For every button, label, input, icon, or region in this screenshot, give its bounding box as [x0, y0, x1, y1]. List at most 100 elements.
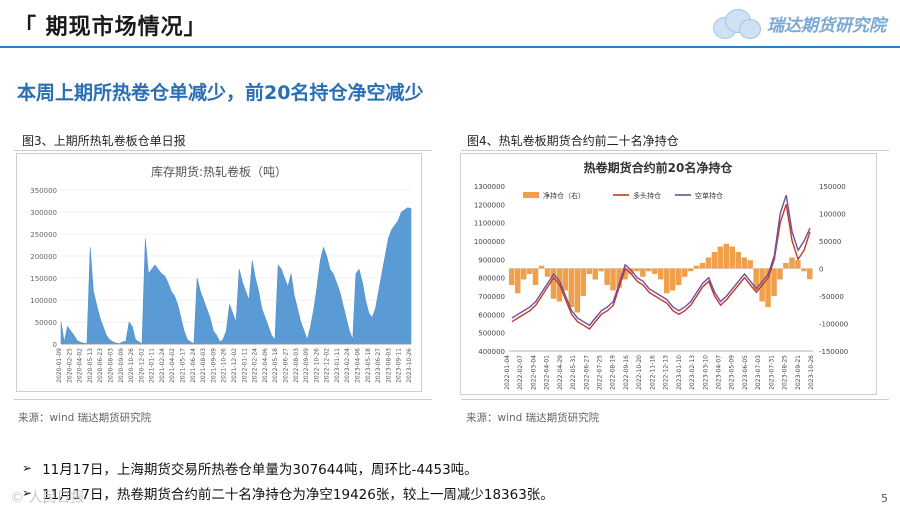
net-position-bar	[604, 268, 610, 285]
x-tick-label: 2021-09-09	[210, 348, 217, 383]
net-position-bar	[526, 268, 533, 274]
net-position-bar	[598, 268, 604, 272]
left-chart-container: 库存期货:热轧卷板（吨） 0 50000 100000 150000 200000 2500…	[16, 153, 422, 392]
x-tick-label: 2021-12-02	[231, 348, 238, 383]
x-tick-label: 2023-05-09	[729, 355, 736, 390]
y-left-tick-label: 1200000	[474, 201, 505, 209]
y-right-tick-label: 150000	[819, 183, 846, 191]
x-tick-label: 2023-10-26	[406, 348, 413, 383]
legend-label: 净持仓（右）	[543, 191, 585, 200]
net-position-bar	[550, 268, 557, 299]
x-tick-label: 2022-06-27	[583, 355, 590, 390]
bullet-text: 11月17日，上海期货交易所热卷仓单量为307644吨，周环比-4453吨。	[42, 461, 478, 478]
net-position-bar	[520, 268, 527, 280]
net-position-bar	[634, 268, 640, 272]
net-position-bar	[801, 268, 807, 272]
y-tick-label: 300000	[30, 209, 57, 217]
x-tick-label: 2021-08-03	[200, 348, 207, 383]
y-left-tick-label: 1000000	[474, 238, 505, 246]
x-tick-label: 2022-01-04	[504, 355, 511, 390]
y-left-tick-label: 500000	[478, 330, 505, 338]
y-right-tick-label: -150000	[819, 348, 848, 356]
net-position-bar	[747, 260, 753, 269]
x-tick-label: 2023-06-27	[375, 348, 382, 383]
net-position-bar	[675, 268, 682, 285]
net-position-bar	[538, 265, 545, 269]
x-tick-label: 2021-05-17	[180, 348, 187, 383]
logo-text: 瑞达期货研究院	[767, 15, 886, 36]
legend-label: 空单持仓	[695, 191, 723, 200]
company-logo: 瑞达期货研究院	[711, 6, 886, 40]
header-rule	[0, 46, 900, 48]
net-position-bar	[771, 268, 777, 296]
net-position-bar	[610, 268, 616, 291]
chart-title: 热卷期货合约前20名净持仓	[584, 160, 734, 175]
x-tick-label: 2022-12-13	[663, 355, 670, 390]
right-figure-caption: 图4、热轧卷板期货合约前二十名净持仓	[467, 134, 679, 148]
x-tick-label: 2023-02-24	[344, 348, 351, 383]
net-position-bar	[515, 268, 521, 294]
y-left-tick-label: 1100000	[474, 220, 505, 228]
x-tick-label: 2020-05-13	[87, 348, 94, 383]
x-tick-label: 2022-07-25	[597, 355, 604, 390]
x-tick-label: 2022-04-01	[544, 355, 551, 390]
x-tick-label: 2023-06-05	[742, 355, 749, 390]
x-tick-label: 2023-09-11	[396, 348, 403, 383]
net-position-bar	[580, 268, 586, 296]
right-source: 来源：wind 瑞达期货研究院	[466, 412, 600, 424]
net-position-bar	[586, 268, 592, 274]
right-caption-rule	[461, 150, 889, 151]
x-tick-label: 2023-08-03	[385, 348, 392, 383]
x-tick-label: 2023-10-26	[808, 355, 815, 390]
net-position-bar	[592, 268, 598, 280]
x-tick-label: 2020-12-02	[138, 348, 145, 383]
net-position-bar	[562, 268, 569, 291]
bullet-arrow-icon: ➢	[22, 485, 33, 500]
legend-swatch	[523, 192, 539, 198]
x-tick-label: 2023-02-13	[689, 355, 696, 390]
net-position-bar	[705, 257, 712, 269]
x-tick-label: 2021-04-02	[169, 348, 176, 383]
bullet-item: ➢ 11月17日，上海期货交易所热卷仓单量为307644吨，周环比-4453吨。	[22, 455, 554, 480]
net-position-chart: 热卷期货合约前20名净持仓400000500000600000700000800…	[474, 160, 848, 390]
bullet-text: 11月17日，热卷期货合约前二十名净持仓为净空19426张，较上一周减少1836…	[42, 486, 554, 503]
x-tick-label: 2023-03-10	[702, 355, 709, 390]
long-position-line	[511, 204, 811, 330]
net-position-bar	[795, 260, 801, 269]
net-position-bar	[693, 265, 700, 269]
y-left-tick-label: 700000	[478, 293, 505, 301]
bullet-list: ➢ 11月17日，上海期货交易所热卷仓单量为307644吨，周环比-4453吨。…	[22, 455, 554, 505]
net-position-bar	[765, 268, 771, 307]
net-position-bar	[664, 268, 670, 294]
x-tick-label: 2022-03-04	[530, 355, 537, 390]
net-position-bar	[753, 268, 759, 291]
inventory-area-chart: 库存期货:热轧卷板（吨） 0 50000 100000 150000 200000 2500…	[30, 164, 413, 383]
right-source-rule	[461, 399, 889, 400]
y-tick-label: 350000	[30, 187, 57, 195]
x-tick-label: 2022-06-27	[282, 348, 289, 383]
x-tick-label: 2023-04-06	[355, 348, 362, 383]
x-tick-label: 2020-06-23	[97, 348, 104, 383]
net-position-bar	[777, 268, 783, 280]
y-right-tick-label: 100000	[819, 211, 846, 219]
y-tick-label: 50000	[35, 319, 57, 327]
net-position-bar	[568, 268, 575, 307]
section-subtitle: 本周上期所热卷仓单减少，前20名持仓净空减少	[17, 82, 424, 104]
y-tick-label: 250000	[30, 231, 57, 239]
net-position-bar	[646, 268, 652, 272]
x-tick-label: 2022-12-02	[324, 348, 331, 383]
net-position-bar	[509, 268, 515, 285]
x-tick-label: 2020-04-02	[77, 348, 84, 383]
net-position-bar	[735, 252, 741, 269]
net-position-bar	[699, 263, 706, 269]
x-tick-label: 2021-06-24	[190, 348, 197, 383]
bullet-arrow-icon: ➢	[22, 460, 33, 475]
net-position-bar	[783, 263, 789, 269]
y-left-tick-label: 600000	[478, 311, 505, 319]
x-tick-label: 2023-05-18	[365, 348, 372, 383]
page-header: 「 期现市场情况」 瑞达期货研究院	[0, 0, 900, 52]
net-position-bar	[789, 257, 795, 269]
left-source-rule	[14, 399, 432, 400]
x-tick-label: 2021-10-26	[221, 348, 228, 383]
net-position-bar	[574, 268, 581, 313]
